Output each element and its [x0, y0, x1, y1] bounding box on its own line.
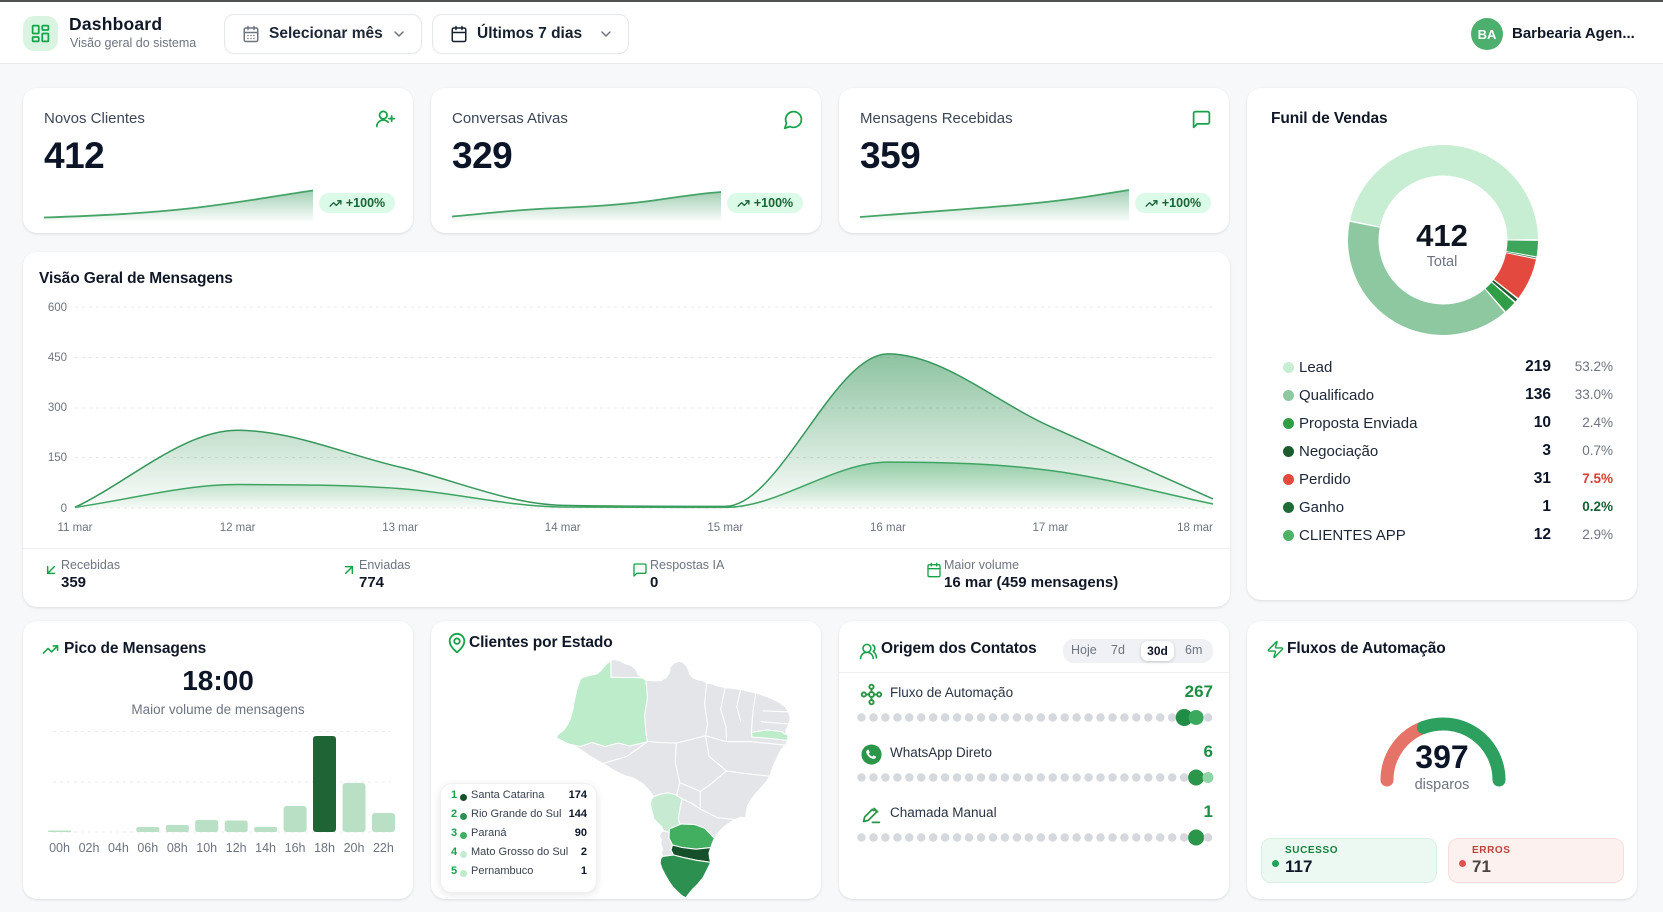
svg-text:13 mar: 13 mar	[382, 522, 418, 534]
svg-text:02h: 02h	[79, 841, 100, 855]
svg-text:04h: 04h	[108, 841, 129, 855]
svg-text:17 mar: 17 mar	[1033, 522, 1069, 534]
svg-text:06h: 06h	[137, 841, 158, 855]
svg-text:16h: 16h	[285, 841, 306, 855]
svg-text:450: 450	[48, 352, 67, 364]
svg-text:600: 600	[48, 302, 67, 314]
svg-text:22h: 22h	[373, 841, 394, 855]
svg-text:18h: 18h	[314, 841, 335, 855]
svg-text:10h: 10h	[196, 841, 217, 855]
svg-text:20h: 20h	[344, 841, 365, 855]
svg-text:11 mar: 11 mar	[58, 522, 93, 534]
svg-text:12 mar: 12 mar	[220, 522, 256, 534]
svg-text:18 mar: 18 mar	[1177, 522, 1213, 534]
svg-text:00h: 00h	[49, 841, 70, 855]
svg-text:14 mar: 14 mar	[545, 522, 581, 534]
svg-text:16 mar: 16 mar	[870, 522, 906, 534]
svg-text:150: 150	[48, 452, 67, 464]
svg-text:0: 0	[61, 503, 67, 515]
svg-text:12h: 12h	[226, 841, 247, 855]
svg-text:14h: 14h	[255, 841, 276, 855]
svg-text:08h: 08h	[167, 841, 188, 855]
svg-text:15 mar: 15 mar	[707, 522, 743, 534]
svg-text:300: 300	[48, 402, 67, 414]
